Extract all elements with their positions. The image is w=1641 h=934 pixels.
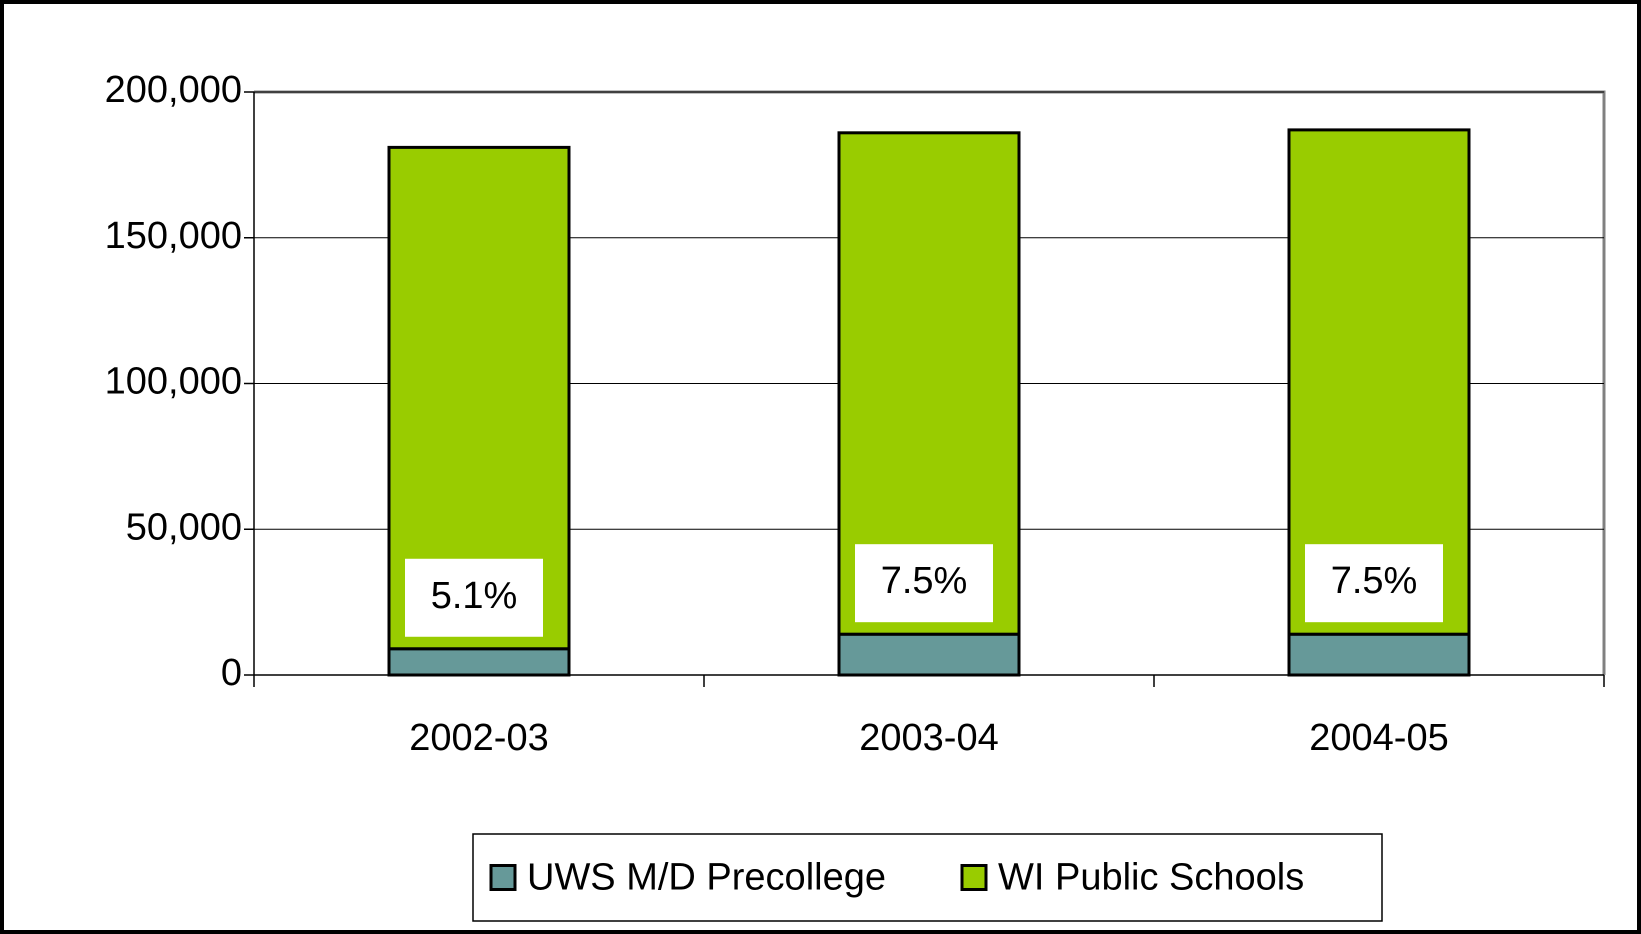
y-tick-label: 200,000 [105,69,242,111]
annotation: 7.5% [1331,560,1418,602]
legend-swatch [960,864,988,891]
x-tick-label: 2004-05 [1309,717,1448,759]
legend-box [472,833,1383,922]
x-tick-label: 2003-04 [859,717,998,759]
annotation-box [405,558,543,637]
y-tick-label: 50,000 [126,506,242,548]
legend-label: UWS M/D Precollege [527,857,886,899]
bar-segment [387,647,571,677]
x-tick-label: 2002-03 [409,717,548,759]
annotation: 5.1% [431,575,518,617]
bar-segment [1287,632,1471,677]
y-tick-label: 0 [221,652,242,694]
legend-swatch [489,864,517,891]
annotation-box [855,544,993,623]
y-tick-label: 150,000 [105,215,242,257]
annotation: 7.5% [881,560,968,602]
y-tick-label: 100,000 [105,361,242,403]
legend-label: WI Public Schools [998,857,1304,899]
bar-segment [837,632,1021,677]
annotation-box [1305,544,1443,623]
